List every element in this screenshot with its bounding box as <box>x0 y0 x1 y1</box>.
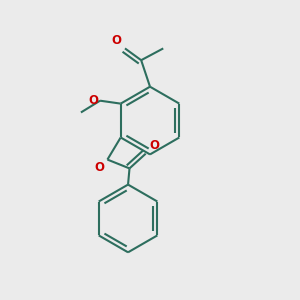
Text: O: O <box>94 161 104 174</box>
Text: O: O <box>88 94 99 107</box>
Text: O: O <box>111 34 122 47</box>
Text: O: O <box>149 139 159 152</box>
